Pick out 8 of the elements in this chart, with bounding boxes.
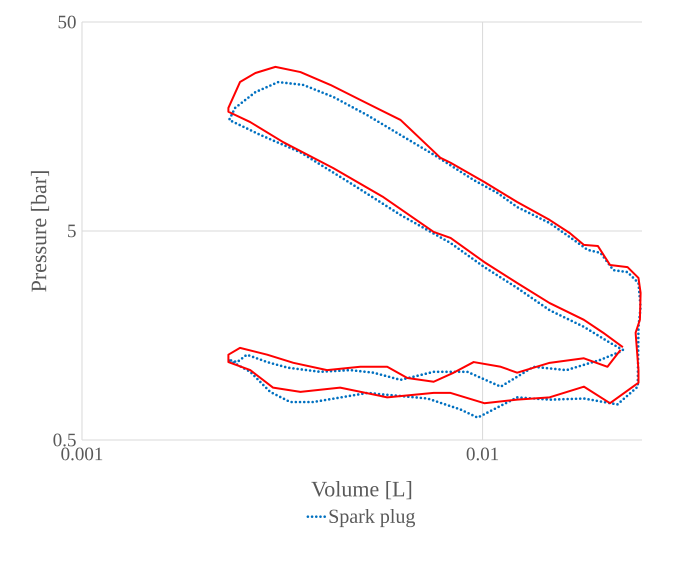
y-tick-label: 50: [58, 16, 76, 28]
x-axis-title: Volume [L]: [311, 481, 412, 500]
legend-label: Spark plug: [330, 508, 416, 528]
x-tick-label: 0.001: [61, 448, 102, 460]
y-tick-label: 0.5: [53, 434, 76, 446]
x-tick-label: 0.01: [466, 448, 498, 460]
y-tick-label: 5: [68, 224, 76, 238]
y-axis-title: Pressure [bar]: [30, 171, 50, 292]
